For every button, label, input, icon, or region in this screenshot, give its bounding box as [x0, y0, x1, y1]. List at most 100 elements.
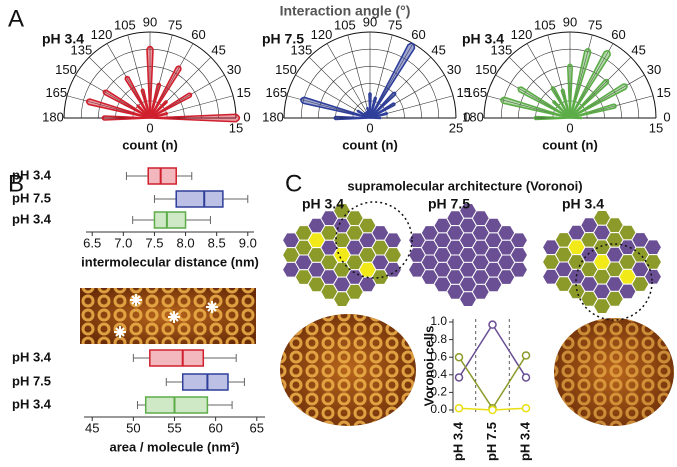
rose-petal: [149, 100, 168, 119]
angle-tick-label: 45: [631, 42, 645, 57]
angle-tick-label: 105: [114, 18, 136, 33]
angle-tick-label: 0: [663, 109, 670, 124]
angle-tick-label: 30: [647, 62, 661, 77]
y-tick-label: 0.6: [430, 349, 447, 363]
angle-tick-label: 165: [45, 85, 67, 100]
x-tick-label: 45: [85, 420, 99, 435]
voronoi-cell: [509, 261, 529, 278]
angle-tick-label: 90: [143, 14, 157, 29]
rose-petal: [550, 86, 571, 119]
series-label: pH 3.4: [12, 167, 52, 182]
rose-petal: [149, 113, 241, 123]
x-tick-label: 50: [126, 420, 140, 435]
y-axis-title: Voronoi cells: [421, 326, 436, 407]
stm-image: [280, 314, 416, 426]
rose-petal: [140, 88, 151, 119]
chart-title: supramolecular architecture (Voronoi): [347, 178, 582, 193]
angle-tick-label: 150: [55, 62, 77, 77]
rose-petal: [569, 49, 611, 119]
voronoi-cell: [509, 232, 529, 249]
x-tick-label: 55: [167, 420, 181, 435]
rose-petal: [569, 83, 628, 119]
rose-petal: [136, 104, 151, 119]
polar-spoke: [326, 43, 371, 119]
box: [147, 167, 177, 185]
angle-tick-label: 120: [511, 27, 533, 42]
rose-petal: [149, 65, 182, 119]
rose-petal: [517, 86, 571, 119]
voronoi-mosaic: [407, 203, 529, 307]
angle-tick-label: 60: [611, 27, 625, 42]
angle-tick-label: 60: [411, 27, 425, 42]
x-tick-label: pH 7.5: [484, 422, 499, 461]
rose-petal: [124, 75, 151, 119]
chart-title: Interaction angle (°): [280, 3, 411, 19]
angle-tick-label: 135: [71, 42, 93, 57]
x-tick-label: 8.0: [177, 235, 195, 250]
point: [454, 373, 464, 382]
point: [454, 403, 464, 413]
angle-tick-label: 135: [491, 42, 513, 57]
angle-tick-label: 90: [563, 14, 577, 29]
voronoi-cell: [643, 239, 663, 256]
rose-petal: [149, 92, 193, 119]
voronoi-mosaic: [281, 203, 403, 307]
angle-tick-label: 165: [465, 85, 487, 100]
rose-petal: [333, 115, 371, 121]
rose-petal: [500, 96, 571, 119]
r-tick-label: 15: [649, 120, 663, 135]
rose-petal: [356, 109, 371, 119]
stm-image: [80, 288, 256, 344]
angle-tick-label: 120: [91, 27, 113, 42]
x-tick-label: 9.0: [239, 235, 257, 250]
x-tick-label: 7.0: [114, 235, 132, 250]
angle-tick-label: 90: [363, 14, 377, 29]
angle-tick-label: 15: [236, 85, 250, 100]
series-label: pH 7.5: [12, 373, 51, 388]
y-tick-label: 1.0: [430, 314, 447, 328]
rose-petal: [569, 78, 610, 119]
voronoi-cell: [643, 254, 663, 270]
highlight-circle: [335, 201, 413, 279]
x-tick-label: 65: [250, 420, 264, 435]
rose-petal: [369, 111, 389, 119]
angle-tick-label: 75: [588, 18, 602, 33]
highlight-circle: [575, 243, 653, 321]
series-label: pH 7.5: [262, 31, 304, 47]
rose-petal: [149, 82, 162, 119]
x-tick-label: pH 3.4: [517, 421, 532, 461]
angle-tick-label: 180: [462, 109, 484, 124]
rose-petal: [369, 91, 397, 119]
point: [488, 405, 497, 415]
y-tick-label: 0.8: [430, 332, 447, 346]
series-label: pH 3.4: [12, 396, 52, 411]
angle-tick-label: 0: [243, 109, 250, 124]
r-tick-label: 0: [366, 120, 373, 135]
x-axis-title: intermolecular distance (nm): [81, 254, 259, 269]
x-axis-title: count (n): [122, 137, 178, 152]
series-label: pH 3.4: [42, 31, 84, 47]
series-label: pH 3.4: [12, 211, 52, 226]
point: [521, 403, 531, 413]
voronoi-cell: [509, 247, 529, 263]
voronoi-mosaic: [541, 210, 663, 314]
rose-petal: [369, 102, 396, 119]
angle-tick-label: 105: [334, 18, 356, 33]
polar-spoke: [347, 34, 371, 119]
angle-tick-label: 120: [311, 27, 333, 42]
rose-petal: [369, 42, 416, 119]
box: [149, 349, 205, 367]
r-tick-label: 0: [566, 120, 573, 135]
box: [181, 373, 229, 391]
panel-label: A: [8, 5, 24, 32]
point: [488, 320, 497, 329]
angle-tick-label: 60: [191, 27, 205, 42]
r-tick-label: 15: [229, 120, 243, 135]
rose-petal: [149, 111, 169, 119]
polar-spoke: [308, 56, 371, 119]
voronoi-cell: [383, 232, 403, 249]
series-line: [458, 355, 527, 410]
x-tick-label: 8.5: [208, 235, 226, 250]
y-tick-label: 0.2: [430, 385, 447, 399]
angle-tick-label: 30: [447, 62, 461, 77]
